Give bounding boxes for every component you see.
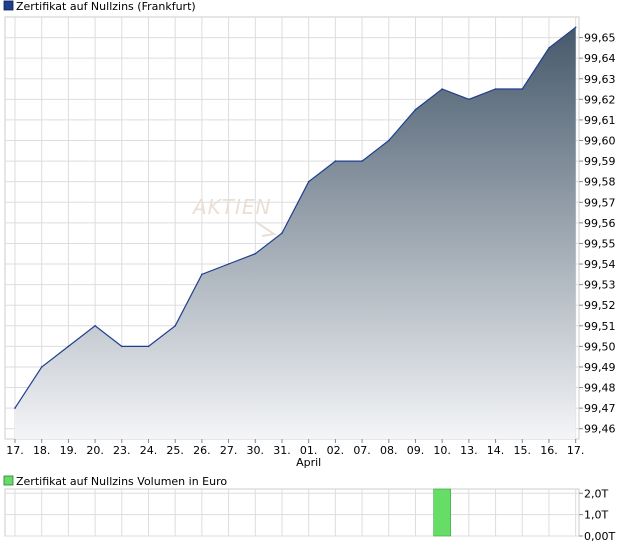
main-y-tick-label: 99,48 [584,382,616,395]
main-y-tick-label: 99,50 [584,340,616,353]
main-x-tick-label: 08. [380,444,398,457]
main-x-tick-label: 02. [327,444,345,457]
price-point [388,139,390,142]
main-y-tick-label: 99,52 [584,299,616,312]
volume-grid [5,489,579,537]
main-y-tick-label: 99,59 [584,155,616,168]
main-y-tick-label: 99,56 [584,217,616,230]
main-x-tick-label: 16. [540,444,558,457]
volume-plot-frame [4,488,580,537]
price-point [147,345,150,348]
main-y-tick-label: 99,63 [584,73,616,86]
main-x-tick-label: 26. [193,444,211,457]
main-y-tick-label: 99,62 [584,93,616,106]
price-point [94,325,96,327]
price-point [494,88,497,90]
price-point [521,88,524,90]
volume-y-tick-label: 2,0T [584,487,608,500]
price-point [40,366,43,368]
main-y-tick-label: 99,61 [584,114,616,127]
main-area [14,26,577,440]
main-y-tick-label: 99,60 [584,135,616,148]
main-x-tick-label: 17. [6,444,24,457]
main-y-tick-label: 99,46 [584,423,616,436]
legend-label-volume: Zertifikat auf Nullzins Volumen in Euro [16,475,227,488]
price-point [121,345,123,348]
price-point [67,345,70,348]
watermark: AKTIEN [191,195,272,219]
price-area-fill [15,27,576,440]
main-y-tick-label: 99,58 [584,176,616,189]
legend-label-price: Zertifikat auf Nullzins (Frankfurt) [16,0,196,13]
price-point [281,232,283,234]
volume-y-tick-label: 1,0T [584,509,608,522]
main-x-tick-label: 18. [33,444,51,457]
price-point [361,160,363,162]
main-y-tick-label: 99,47 [584,402,616,415]
price-point [414,108,417,111]
main-x-tick-label: 24. [140,444,158,457]
main-x-tick-label: 01. [300,444,318,457]
main-y-tick-label: 99,55 [584,237,616,250]
price-point [174,325,176,327]
price-point [548,47,550,49]
price-point [307,180,310,183]
main-y-tick-label: 99,64 [584,52,616,65]
volume-y-tick-label: 0,00T [584,530,615,543]
price-point [468,98,470,101]
main-x-tick-label: 07. [353,444,371,457]
main-y-tick-label: 99,65 [584,32,616,45]
price-point [227,263,230,265]
main-x-tick-label: 31. [273,444,291,457]
main-x-tick-label: 14. [487,444,505,457]
price-point [334,160,337,162]
price-point [574,26,577,29]
main-x-tick-label: 19. [60,444,78,457]
main-x-ticks: 17. 18. 19. 20. 23. 24. 25. 26. 27. 30. 31. 01. 02. 0… [6,439,584,469]
main-y-tick-label: 99,49 [584,361,616,374]
main-x-tick-label: 10. [433,444,451,457]
main-x-tick-label: 20. [86,444,104,457]
legend-swatch-price [3,0,14,11]
main-x-tick-label: 25. [166,444,184,457]
price-point [254,252,257,255]
main-y-tick-label: 99,53 [584,279,616,292]
main-x-tick-label: 13. [460,444,478,457]
main-x-tick-label: 30. [247,444,265,457]
main-x-tick-label: 23. [113,444,131,457]
price-point [14,407,16,409]
volume-y-ticks: 0,00T 1,0T 2,0T [579,487,615,543]
main-x-tick-label: 17. [567,444,585,457]
watermark-arrow [255,221,277,237]
month-label: April [296,456,321,469]
legend-swatch-volume [3,475,14,486]
price-point [201,273,203,276]
main-y-ticks: 99,46 99,47 99,48 99,49 99,50 99,51 99,52 99,53… [579,32,616,436]
volume-bar [433,488,452,537]
main-x-tick-label: 15. [514,444,532,457]
volume-bars [433,488,452,537]
price-point [441,88,444,90]
price-series-line [14,26,577,409]
main-x-tick-label: 09. [407,444,425,457]
main-y-tick-label: 99,51 [584,320,616,333]
main-y-tick-label: 99,54 [584,258,616,271]
main-x-tick-label: 27. [220,444,238,457]
main-y-tick-label: 99,57 [584,196,616,209]
